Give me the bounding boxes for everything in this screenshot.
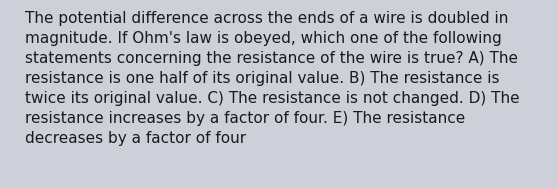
Text: The potential difference across the ends of a wire is doubled in
magnitude. If O: The potential difference across the ends… [25,11,519,146]
